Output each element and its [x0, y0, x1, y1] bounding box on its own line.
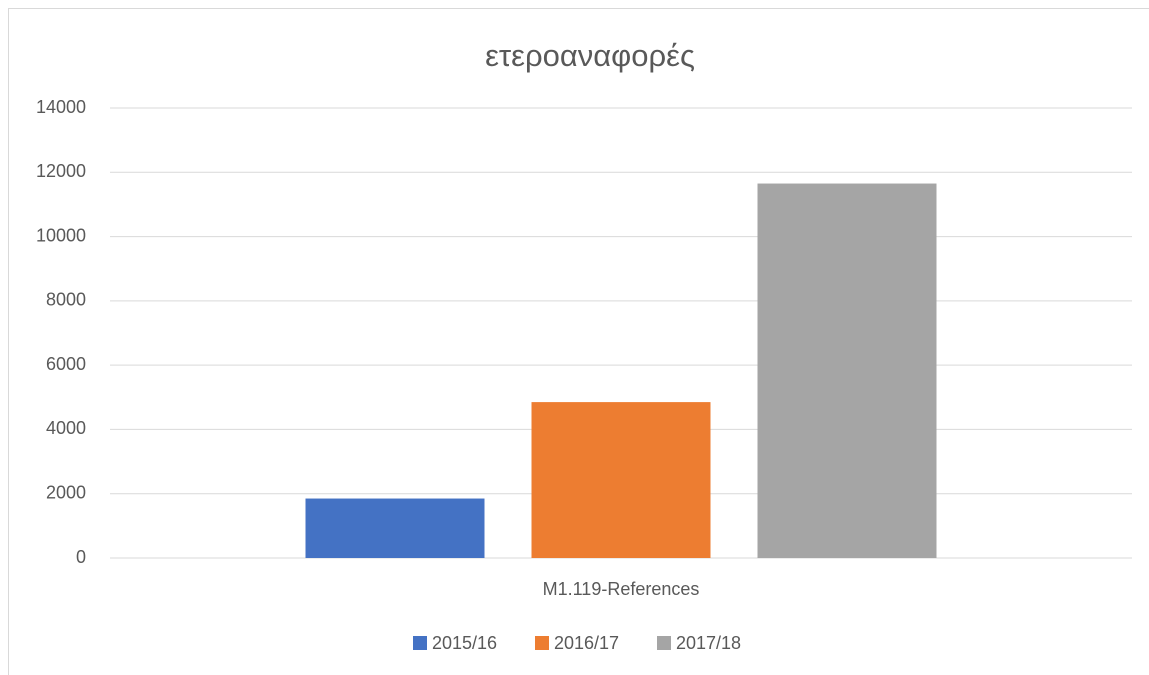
y-tick-label: 12000 — [36, 161, 86, 181]
legend-label: 2017/18 — [676, 633, 741, 653]
y-tick-label: 6000 — [46, 354, 86, 374]
chart-frame — [8, 8, 1149, 675]
bar — [305, 498, 485, 558]
chart-title: ετεροαναφορές — [485, 38, 695, 73]
y-tick-label: 0 — [76, 547, 86, 567]
y-tick-label: 2000 — [46, 482, 86, 502]
y-tick-label: 10000 — [36, 225, 86, 245]
y-tick-label: 8000 — [46, 290, 86, 310]
legend-label: 2015/16 — [432, 633, 497, 653]
legend-swatch — [413, 636, 427, 650]
legend-swatch — [535, 636, 549, 650]
legend-label: 2016/17 — [554, 633, 619, 653]
bar — [757, 183, 937, 559]
y-tick-label: 4000 — [46, 418, 86, 438]
y-tick-label: 14000 — [36, 97, 86, 117]
x-tick-label: M1.119-References — [543, 579, 700, 599]
bar — [531, 402, 711, 558]
legend-swatch — [657, 636, 671, 650]
